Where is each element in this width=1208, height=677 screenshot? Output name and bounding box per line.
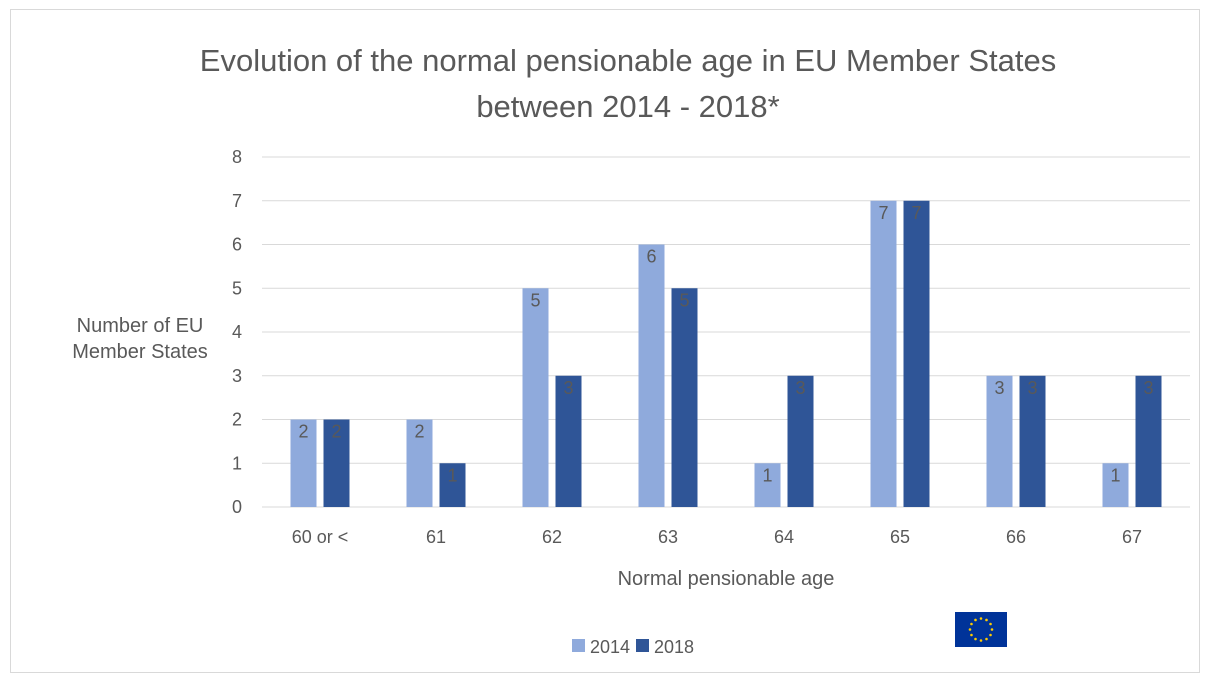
x-tick-0: 60 or < (292, 527, 349, 547)
bar-2014-6 (986, 375, 1013, 507)
data-label-2018-1: 1 (447, 465, 457, 485)
y-tick-0: 0 (232, 497, 242, 517)
bar-2018-2 (555, 375, 582, 507)
data-label-2018-4: 3 (795, 378, 805, 398)
data-label-2014-5: 7 (878, 203, 888, 223)
bar-2014-2 (522, 288, 549, 507)
x-tick-3: 63 (658, 527, 678, 547)
data-label-2018-0: 2 (331, 422, 341, 442)
x-tick-6: 66 (1006, 527, 1026, 547)
y-tick-1: 1 (232, 453, 242, 473)
bar-2018-4 (787, 375, 814, 507)
data-label-2014-0: 2 (298, 422, 308, 442)
bar-2018-7 (1135, 375, 1162, 507)
legend-swatch-2018 (636, 639, 649, 652)
bar-2014-4 (754, 463, 781, 507)
legend-label-2014: 2014 (590, 637, 630, 657)
y-tick-4: 4 (232, 322, 242, 342)
gridlines (262, 156, 1190, 508)
eu-flag-icon (955, 612, 1007, 647)
bars (290, 200, 1162, 507)
flag-star-8 (970, 633, 973, 637)
y-tick-6: 6 (232, 235, 242, 255)
x-tick-7: 67 (1122, 527, 1142, 547)
flag-star-1 (985, 618, 988, 622)
y-tick-3: 3 (232, 366, 242, 386)
chart-title-line-2: between 2014 - 2018* (476, 89, 779, 124)
data-label-2018-6: 3 (1027, 378, 1037, 398)
flag-star-7 (974, 637, 977, 641)
y-axis-title-line-2: Member States (72, 341, 208, 363)
bar-2018-0 (323, 419, 350, 507)
flag-star-4 (989, 633, 992, 637)
x-tick-5: 65 (890, 527, 910, 547)
data-label-2014-4: 1 (762, 465, 772, 485)
data-label-2018-7: 3 (1143, 378, 1153, 398)
bar-2014-7 (1102, 463, 1129, 507)
flag-star-10 (970, 622, 973, 626)
bar-2014-0 (290, 419, 317, 507)
data-label-2018-3: 5 (679, 290, 689, 310)
x-axis-ticks: 60 or < 61 62 63 64 65 66 67 (292, 527, 1142, 547)
chart-title-line-1: Evolution of the normal pensionable age … (200, 43, 1056, 78)
bar-2014-5 (870, 200, 897, 507)
data-label-2014-7: 1 (1110, 465, 1120, 485)
flag-star-0 (979, 617, 983, 620)
x-tick-2: 62 (542, 527, 562, 547)
bar-2014-1 (406, 419, 433, 507)
x-tick-1: 61 (426, 527, 446, 547)
bar-2018-6 (1019, 375, 1046, 507)
bar-2018-1 (439, 463, 466, 507)
data-label-2018-5: 7 (911, 203, 921, 223)
chart-frame (10, 9, 1200, 673)
flag-star-3 (990, 628, 994, 631)
x-axis-title: Normal pensionable age (618, 568, 835, 590)
data-label-2014-3: 6 (646, 247, 656, 267)
data-labels: 2 2 2 1 5 3 6 5 1 3 7 7 3 3 1 3 (298, 203, 1153, 486)
legend: 2014 2018 (572, 637, 694, 657)
data-label-2014-6: 3 (994, 378, 1004, 398)
y-axis-title-line-1: Number of EU (77, 315, 204, 337)
y-tick-5: 5 (232, 278, 242, 298)
data-label-2018-2: 3 (563, 378, 573, 398)
y-axis-ticks: 0 1 2 3 4 5 6 7 8 (232, 147, 242, 517)
flag-star-9 (968, 628, 972, 631)
data-label-2014-2: 5 (530, 290, 540, 310)
flag-star-11 (974, 618, 977, 622)
flag-star-5 (985, 637, 988, 641)
data-label-2014-1: 2 (414, 422, 424, 442)
legend-label-2018: 2018 (654, 637, 694, 657)
flag-star-6 (979, 639, 983, 642)
bar-2014-3 (638, 244, 665, 507)
y-tick-2: 2 (232, 410, 242, 430)
flag-star-2 (989, 622, 992, 626)
bar-2018-3 (671, 288, 698, 507)
legend-swatch-2014 (572, 639, 585, 652)
x-tick-4: 64 (774, 527, 794, 547)
bar-2018-5 (903, 200, 930, 507)
y-tick-8: 8 (232, 147, 242, 167)
y-tick-7: 7 (232, 191, 242, 211)
